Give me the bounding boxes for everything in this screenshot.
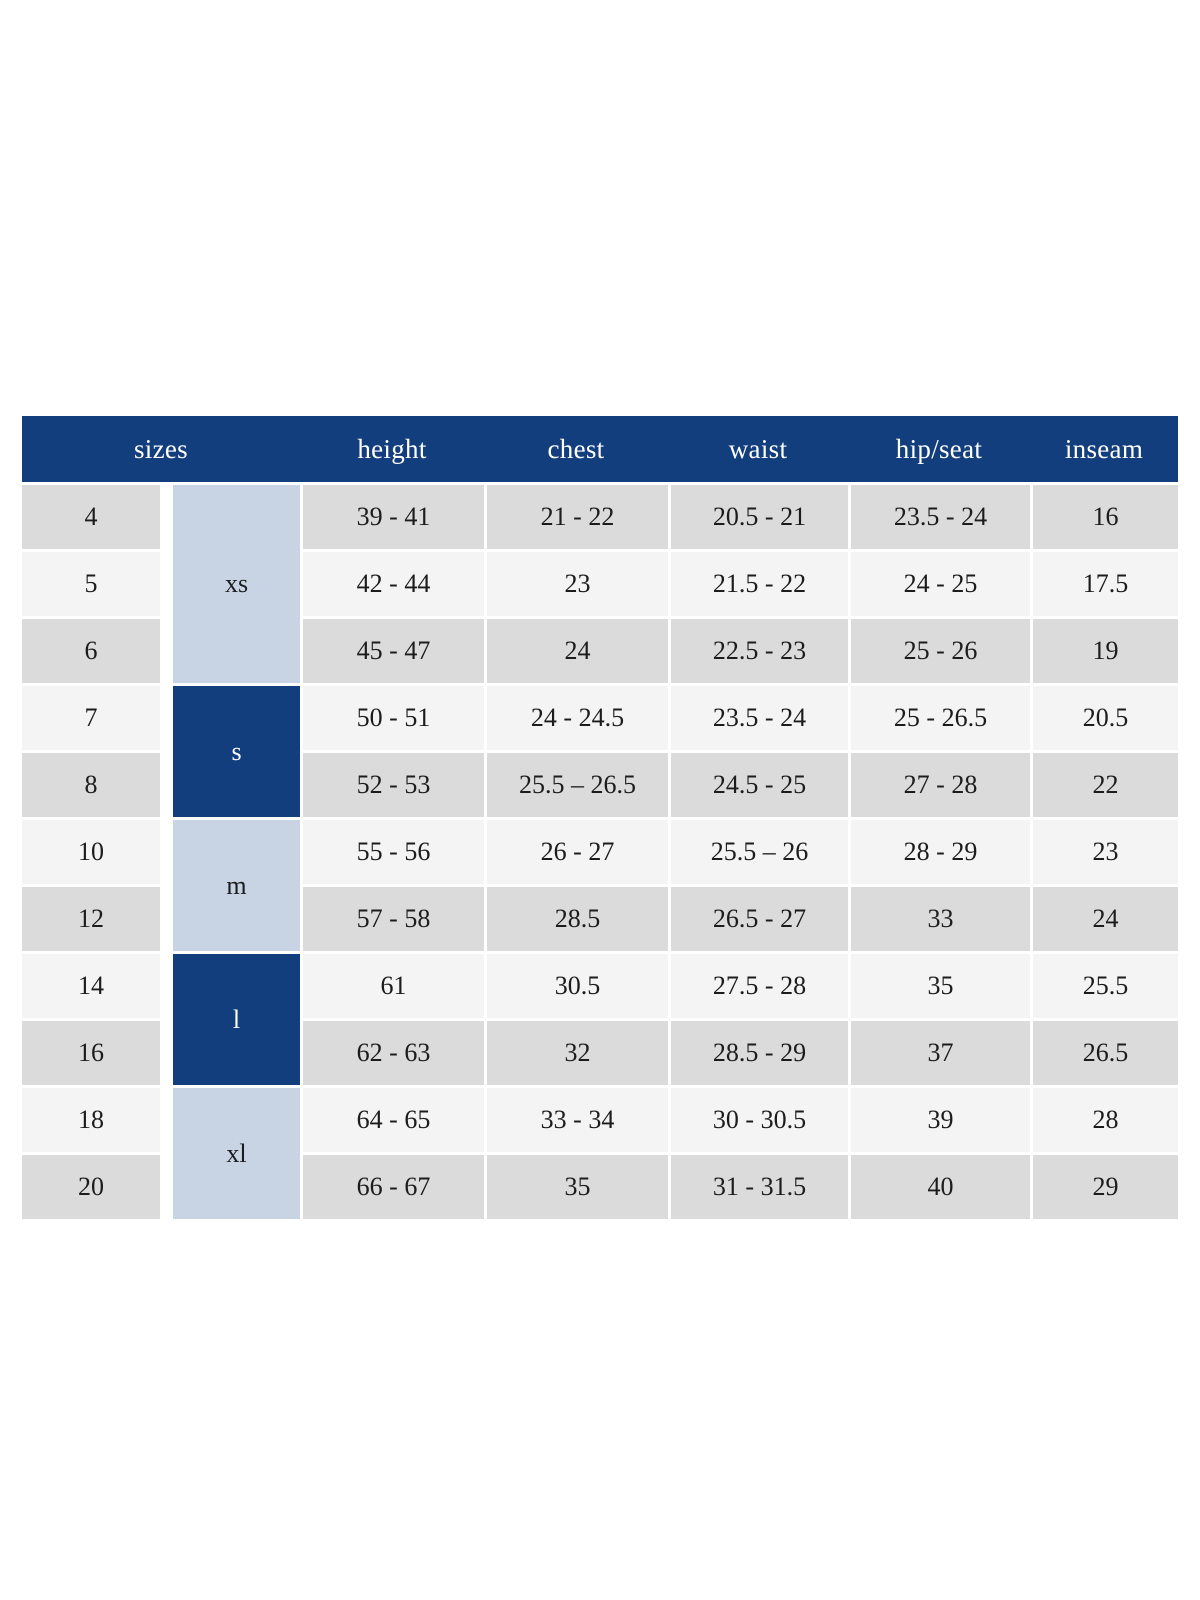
measure-cell-chest: 25.5 – 26.5	[487, 753, 668, 817]
size-cell: 20	[22, 1155, 170, 1219]
measure-cell-hip-seat: 35	[851, 954, 1030, 1018]
measure-cell-inseam: 20.5	[1033, 686, 1178, 750]
measure-cell-hip-seat: 25 - 26	[851, 619, 1030, 683]
measure-cell-chest: 26 - 27	[487, 820, 668, 884]
measure-cell-inseam: 23	[1033, 820, 1178, 884]
size-cell: 5	[22, 552, 170, 616]
measure-cell-hip-seat: 40	[851, 1155, 1030, 1219]
group-cell-s: s	[173, 686, 300, 817]
measure-cell-height: 66 - 67	[303, 1155, 484, 1219]
size-cell: 12	[22, 887, 170, 951]
size-cell: 8	[22, 753, 170, 817]
measure-cell-inseam: 26.5	[1033, 1021, 1178, 1085]
header-cell-sizes: sizes	[134, 433, 188, 464]
measure-cell-chest: 35	[487, 1155, 668, 1219]
size-cell: 6	[22, 619, 170, 683]
header-cell-waist: waist	[728, 433, 788, 464]
measure-cell-chest: 24	[487, 619, 668, 683]
measure-cell-hip-seat: 25 - 26.5	[851, 686, 1030, 750]
measure-cell-waist: 25.5 – 26	[671, 820, 848, 884]
measure-cell-height: 57 - 58	[303, 887, 484, 951]
measure-cell-height: 55 - 56	[303, 820, 484, 884]
header-cell-inseam: inseam	[1064, 433, 1144, 464]
measure-cell-height: 62 - 63	[303, 1021, 484, 1085]
measure-cell-height: 61	[303, 954, 484, 1018]
measure-cell-chest: 32	[487, 1021, 668, 1085]
measure-cell-chest: 23	[487, 552, 668, 616]
group-cell-xs: xs	[173, 485, 300, 683]
measure-cell-waist: 26.5 - 27	[671, 887, 848, 951]
measure-cell-waist: 21.5 - 22	[671, 552, 848, 616]
size-chart: sizes height chest waist hip/seat inseam…	[22, 416, 1178, 1219]
measure-cell-hip-seat: 27 - 28	[851, 753, 1030, 817]
measure-cell-waist: 28.5 - 29	[671, 1021, 848, 1085]
measure-cell-chest: 21 - 22	[487, 485, 668, 549]
measure-cell-height: 64 - 65	[303, 1088, 484, 1152]
size-cell: 4	[22, 485, 170, 549]
measure-cell-height: 39 - 41	[303, 485, 484, 549]
measure-cell-hip-seat: 37	[851, 1021, 1030, 1085]
measure-cell-inseam: 29	[1033, 1155, 1178, 1219]
measure-cell-hip-seat: 24 - 25	[851, 552, 1030, 616]
measure-cell-waist: 27.5 - 28	[671, 954, 848, 1018]
measure-cell-waist: 22.5 - 23	[671, 619, 848, 683]
size-cell: 16	[22, 1021, 170, 1085]
measure-cell-height: 45 - 47	[303, 619, 484, 683]
measure-cell-inseam: 28	[1033, 1088, 1178, 1152]
measure-cell-hip-seat: 28 - 29	[851, 820, 1030, 884]
measure-cell-hip-seat: 23.5 - 24	[851, 485, 1030, 549]
size-chart-body: 4 39 - 41 21 - 22 20.5 - 21 23.5 - 24 16 5 42 -…	[22, 485, 1178, 1219]
measure-cell-waist: 31 - 31.5	[671, 1155, 848, 1219]
size-cell: 7	[22, 686, 170, 750]
group-cell-xl: xl	[173, 1088, 300, 1219]
measure-cell-waist: 30 - 30.5	[671, 1088, 848, 1152]
measure-cell-chest: 28.5	[487, 887, 668, 951]
size-cell: 10	[22, 820, 170, 884]
measure-cell-height: 42 - 44	[303, 552, 484, 616]
measure-cell-chest: 24 - 24.5	[487, 686, 668, 750]
header-cell-hip-seat: hip/seat	[895, 433, 983, 464]
measure-cell-inseam: 17.5	[1033, 552, 1178, 616]
measure-cell-waist: 20.5 - 21	[671, 485, 848, 549]
header-cell-height: height	[357, 433, 427, 464]
measure-cell-chest: 33 - 34	[487, 1088, 668, 1152]
group-cell-l: l	[173, 954, 300, 1085]
measure-cell-hip-seat: 39	[851, 1088, 1030, 1152]
measure-cell-inseam: 22	[1033, 753, 1178, 817]
measure-cell-waist: 24.5 - 25	[671, 753, 848, 817]
measure-cell-chest: 30.5	[487, 954, 668, 1018]
measure-cell-waist: 23.5 - 24	[671, 686, 848, 750]
group-cell-m: m	[173, 820, 300, 951]
size-cell: 14	[22, 954, 170, 1018]
table-header-row: sizes height chest waist hip/seat inseam	[22, 416, 1178, 482]
measure-cell-inseam: 24	[1033, 887, 1178, 951]
measure-cell-inseam: 16	[1033, 485, 1178, 549]
size-cell: 18	[22, 1088, 170, 1152]
measure-cell-hip-seat: 33	[851, 887, 1030, 951]
measure-cell-height: 52 - 53	[303, 753, 484, 817]
measure-cell-height: 50 - 51	[303, 686, 484, 750]
measure-cell-inseam: 25.5	[1033, 954, 1178, 1018]
measure-cell-inseam: 19	[1033, 619, 1178, 683]
header-cell-chest: chest	[547, 433, 605, 464]
